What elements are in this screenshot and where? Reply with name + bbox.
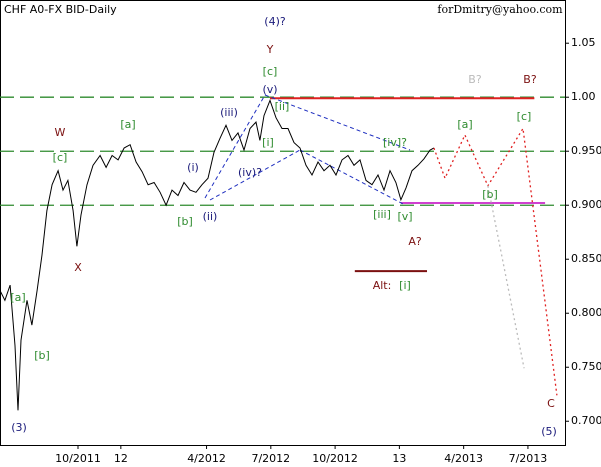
price-line — [487, 185, 525, 369]
wave-label: B? — [523, 73, 537, 86]
price-line — [0, 98, 435, 411]
y-tick-label: 0.900 — [571, 198, 601, 211]
wave-label: [c] — [53, 151, 68, 164]
wave-label: A? — [408, 235, 422, 248]
y-tick-label: 0.850 — [571, 252, 601, 265]
channel-line — [204, 94, 266, 199]
y-tick-label: 0.700 — [571, 414, 601, 427]
wave-label: Alt: — [373, 279, 392, 292]
wave-label: [a] — [120, 118, 135, 131]
y-tick-label: 1.00 — [571, 90, 596, 103]
wave-label: [b] — [482, 188, 498, 201]
wave-label: (4)? — [264, 15, 286, 28]
x-tick-label: 7/2013 — [509, 452, 548, 465]
wave-label: [ii] — [275, 100, 290, 113]
channel-line — [264, 94, 411, 151]
y-tick-label: 1.05 — [571, 36, 596, 49]
wave-label: B? — [468, 73, 482, 86]
wave-label: [b] — [177, 215, 193, 228]
x-tick-label: 4/2013 — [444, 452, 483, 465]
wave-label: [a] — [457, 118, 472, 131]
wave-label: (ii) — [203, 210, 218, 223]
x-tick-label: 4/2012 — [187, 452, 226, 465]
wave-label: [iv]? — [383, 136, 407, 149]
wave-label: [i] — [399, 279, 411, 292]
wave-label: C — [547, 397, 555, 410]
wave-label: [i] — [262, 136, 274, 149]
x-tick-label: 7/2012 — [251, 452, 290, 465]
x-tick-label: 10/2011 — [55, 452, 101, 465]
chart-title: CHF A0-FX BID-Daily — [4, 3, 117, 16]
x-tick-label: 12 — [114, 452, 128, 465]
wave-label: Y — [266, 43, 274, 56]
plot-frame — [0, 0, 566, 446]
y-tick-label: 0.800 — [571, 306, 601, 319]
wave-label: (3) — [11, 421, 27, 434]
channel-line — [209, 149, 301, 201]
y-tick-label: 0.950 — [571, 144, 601, 157]
wave-label: [b] — [34, 349, 50, 362]
y-tick-label: 0.750 — [571, 360, 601, 373]
wave-label: [c] — [517, 110, 532, 123]
wave-label: (i) — [187, 161, 199, 174]
wave-label: (v) — [262, 83, 277, 96]
wave-label: (iv)? — [238, 166, 262, 179]
wave-label: [a] — [10, 291, 25, 304]
channel-line — [299, 149, 406, 206]
wave-label: (iii) — [220, 106, 238, 119]
wave-label: (5) — [541, 425, 557, 438]
x-tick-label: 13 — [392, 452, 406, 465]
wave-label: [iii] — [373, 208, 391, 221]
price-line — [433, 126, 558, 396]
chart-subtitle: forDmitry@yahoo.com — [437, 3, 563, 16]
wave-label: [c] — [263, 65, 278, 78]
wave-label: [v] — [397, 210, 412, 223]
wave-label: X — [74, 261, 82, 274]
wave-label: W — [55, 126, 66, 139]
x-tick-label: 10/2012 — [312, 452, 358, 465]
